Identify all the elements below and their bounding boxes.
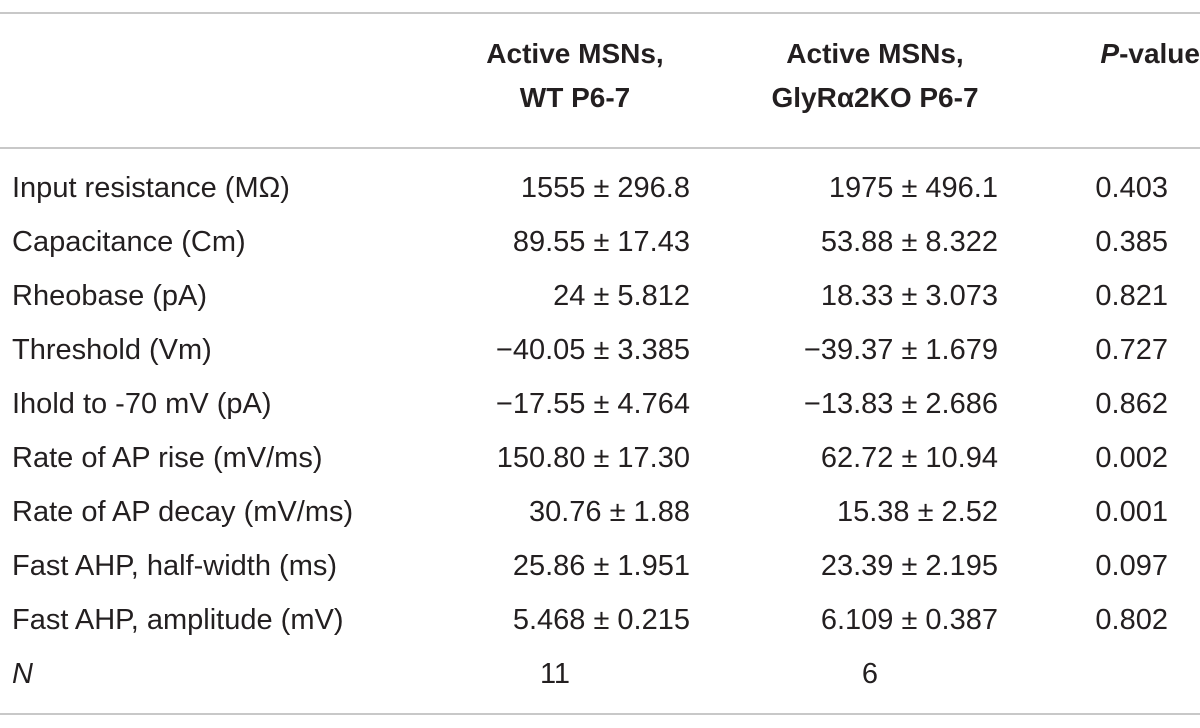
row-wt-value: 150.80 ± 17.30 <box>496 442 690 474</box>
row-ko-value: 53.88 ± 8.322 <box>820 226 998 258</box>
table-row: Threshold (Vm) −40.05 ± 3.385 −39.37 ± 1.6… <box>0 323 1200 377</box>
n-row-label: N <box>12 658 33 690</box>
column-header-ko-line-2: GlyRα2KO P6-7 <box>771 82 979 113</box>
row-wt-value: 24 ± 5.812 <box>553 280 690 312</box>
row-label: Rate of AP rise (mV/ms) <box>12 442 323 474</box>
row-p-value: 0.802 <box>1095 604 1168 636</box>
row-wt-value: 25.86 ± 1.951 <box>512 550 690 582</box>
table-row: Rate of AP decay (mV/ms) 30.76 ± 1.88 15.3… <box>0 485 1200 539</box>
table-row: Fast AHP, half-width (ms) 25.86 ± 1.951 23… <box>0 539 1200 593</box>
column-header-p-value: P-value <box>1060 32 1200 76</box>
n-row-wt: 11 <box>539 658 571 690</box>
row-ko-value: −13.83 ± 2.686 <box>803 388 998 420</box>
row-ko-value: 6.109 ± 0.387 <box>820 604 998 636</box>
row-p-value: 0.862 <box>1095 388 1168 420</box>
table-row: Ihold to -70 mV (pA) −17.55 ± 4.764 −13.83… <box>0 377 1200 431</box>
table-row: Rate of AP rise (mV/ms) 150.80 ± 17.30 62.… <box>0 431 1200 485</box>
row-p-value: 0.097 <box>1095 550 1168 582</box>
header-divider-rule <box>0 147 1200 149</box>
table-row: Capacitance (Cm) 89.55 ± 17.43 53.88 ± 8.3… <box>0 215 1200 269</box>
n-row-ko: 6 <box>861 658 879 690</box>
row-label: Rheobase (pA) <box>12 280 208 312</box>
column-header-wt: Active MSNs, WT P6-7 <box>440 32 710 120</box>
row-p-value: 0.727 <box>1095 334 1168 366</box>
table-top-rule <box>0 12 1200 14</box>
row-label: Rate of AP decay (mV/ms) <box>12 496 354 528</box>
row-wt-value: −40.05 ± 3.385 <box>495 334 690 366</box>
column-header-p-value-text: P-value <box>1060 32 1200 76</box>
column-header-ko-line-1: Active MSNs, <box>786 38 964 69</box>
row-ko-value: 15.38 ± 2.52 <box>836 496 998 528</box>
row-ko-value: 18.33 ± 3.073 <box>820 280 998 312</box>
p-italic: P <box>1100 38 1120 69</box>
row-p-value: 0.002 <box>1095 442 1168 474</box>
row-p-value: 0.001 <box>1095 496 1168 528</box>
n-row: N 11 6 <box>0 647 1200 701</box>
row-wt-value: −17.55 ± 4.764 <box>495 388 690 420</box>
row-wt-value: 1555 ± 296.8 <box>520 172 690 204</box>
row-label: Ihold to -70 mV (pA) <box>12 388 272 420</box>
row-ko-value: −39.37 ± 1.679 <box>803 334 998 366</box>
column-header-wt-line-2: WT P6-7 <box>519 82 631 113</box>
row-wt-value: 89.55 ± 17.43 <box>512 226 690 258</box>
row-label: Input resistance (MΩ) <box>12 172 290 204</box>
row-label: Threshold (Vm) <box>12 334 212 366</box>
row-ko-value: 1975 ± 496.1 <box>828 172 998 204</box>
p-rest: -value <box>1119 38 1200 69</box>
table-row: Input resistance (MΩ) 1555 ± 296.8 1975 ± … <box>0 161 1200 215</box>
column-header-ko: Active MSNs, GlyRα2KO P6-7 <box>740 32 1010 120</box>
row-ko-value: 23.39 ± 2.195 <box>820 550 998 582</box>
row-ko-value: 62.72 ± 10.94 <box>820 442 998 474</box>
row-wt-value: 5.468 ± 0.215 <box>512 604 690 636</box>
row-wt-value: 30.76 ± 1.88 <box>528 496 690 528</box>
row-label: Fast AHP, amplitude (mV) <box>12 604 344 636</box>
column-header-wt-line-1: Active MSNs, <box>486 38 664 69</box>
row-label: Capacitance (Cm) <box>12 226 246 258</box>
row-p-value: 0.385 <box>1095 226 1168 258</box>
table-bottom-rule <box>0 713 1200 715</box>
row-label: Fast AHP, half-width (ms) <box>12 550 338 582</box>
row-p-value: 0.403 <box>1095 172 1168 204</box>
table-row: Fast AHP, amplitude (mV) 5.468 ± 0.215 6.1… <box>0 593 1200 647</box>
row-p-value: 0.821 <box>1095 280 1168 312</box>
table-row: Rheobase (pA) 24 ± 5.812 18.33 ± 3.073 0.82… <box>0 269 1200 323</box>
